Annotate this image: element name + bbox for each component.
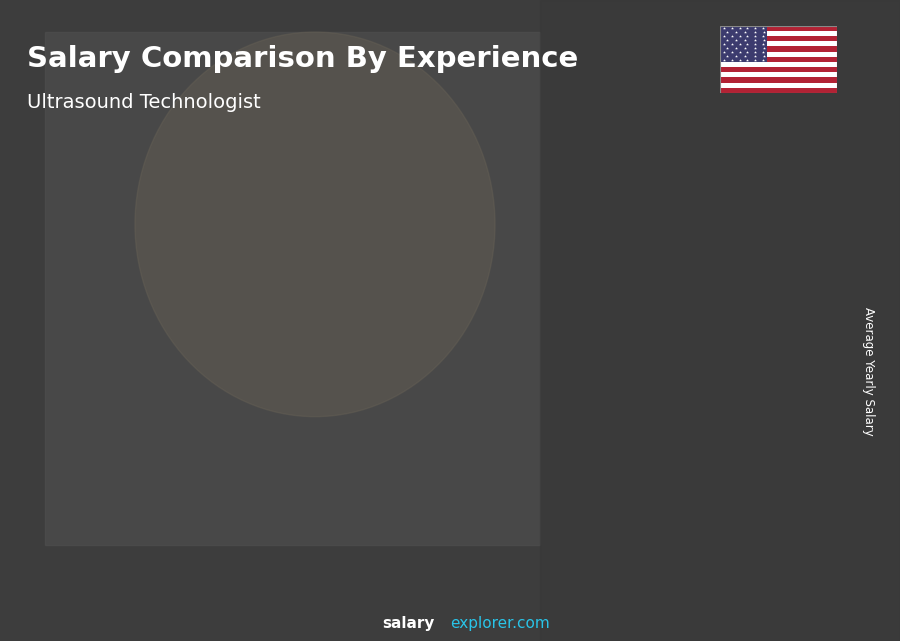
Bar bbox=[540, 0, 900, 641]
Text: explorer.com: explorer.com bbox=[450, 617, 550, 631]
Bar bbox=[720, 51, 837, 56]
Text: 77,400 USD: 77,400 USD bbox=[338, 326, 412, 338]
Bar bbox=[203, 409, 265, 583]
Bar bbox=[593, 263, 653, 583]
Bar bbox=[720, 36, 837, 41]
Text: Ultrasound Technologist: Ultrasound Technologist bbox=[27, 93, 261, 112]
Bar bbox=[593, 263, 661, 269]
Ellipse shape bbox=[135, 32, 495, 417]
Bar bbox=[333, 343, 394, 583]
Text: 110,000 USD: 110,000 USD bbox=[726, 224, 809, 237]
Bar bbox=[723, 242, 790, 248]
Bar bbox=[720, 31, 837, 36]
Bar bbox=[720, 72, 837, 78]
Bar bbox=[784, 242, 790, 583]
Bar bbox=[720, 78, 837, 83]
Bar bbox=[464, 285, 531, 291]
Text: +29%: +29% bbox=[146, 380, 199, 398]
Bar bbox=[74, 448, 141, 452]
Bar bbox=[134, 448, 141, 583]
Text: 43,600 USD: 43,600 USD bbox=[77, 430, 152, 444]
Bar bbox=[203, 409, 271, 413]
Text: Average Yearly Salary: Average Yearly Salary bbox=[862, 308, 875, 436]
Bar bbox=[524, 285, 531, 583]
Bar bbox=[265, 409, 271, 583]
Text: 103,000 USD: 103,000 USD bbox=[597, 246, 680, 259]
Text: 95,900 USD: 95,900 USD bbox=[467, 268, 542, 281]
Text: Salary Comparison By Experience: Salary Comparison By Experience bbox=[27, 45, 578, 73]
Bar bbox=[45, 32, 540, 545]
Text: salary: salary bbox=[382, 617, 435, 631]
Bar bbox=[720, 46, 837, 51]
Bar bbox=[720, 41, 837, 46]
Text: +38%: +38% bbox=[275, 314, 329, 332]
Bar bbox=[720, 62, 837, 67]
Text: +24%: +24% bbox=[405, 256, 459, 274]
Bar bbox=[720, 26, 837, 31]
Bar bbox=[720, 67, 837, 72]
Bar bbox=[720, 88, 837, 93]
Bar bbox=[74, 448, 134, 583]
Text: +7%: +7% bbox=[670, 213, 713, 231]
Bar bbox=[653, 263, 661, 583]
Bar bbox=[720, 26, 767, 62]
Bar bbox=[464, 285, 524, 583]
Bar bbox=[723, 242, 784, 583]
Text: +7%: +7% bbox=[541, 235, 583, 253]
Bar bbox=[720, 56, 837, 62]
Bar bbox=[720, 83, 837, 88]
Text: 56,100 USD: 56,100 USD bbox=[207, 392, 282, 404]
Bar bbox=[394, 343, 400, 583]
Bar bbox=[333, 343, 400, 347]
